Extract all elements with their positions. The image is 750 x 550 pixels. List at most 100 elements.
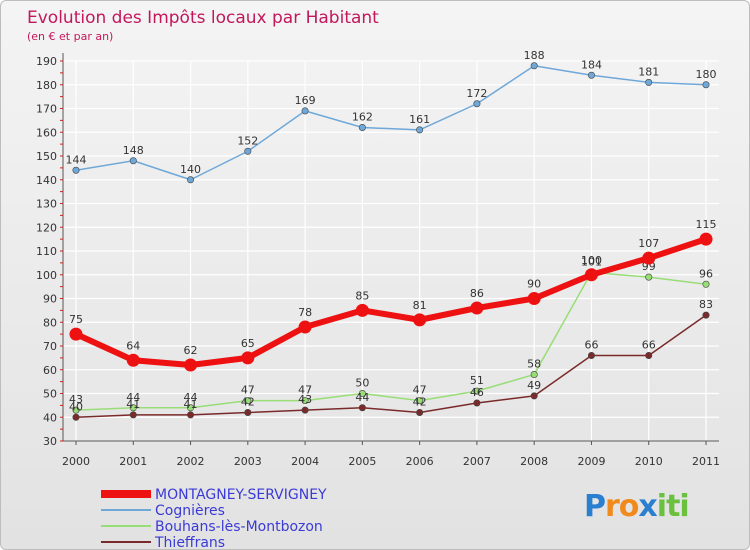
data-label: 43 [298,393,312,406]
data-label: 42 [241,396,255,409]
x-tick-label: 2008 [520,455,548,468]
data-point [72,166,80,174]
data-point [473,387,481,395]
x-tick-label: 2006 [406,455,434,468]
y-tick-label: 110 [36,245,57,258]
series-montagney-servigney: 75 64 62 65 78 85 81 86 90 100 107 115 [69,218,717,372]
logo-letter: r [605,489,620,524]
data-label: 41 [126,398,140,411]
data-point [72,413,80,421]
x-tick-label: 2005 [348,455,376,468]
data-label: 44 [355,391,369,404]
data-point [587,71,595,79]
data-point [72,406,80,414]
logo-letter: P [584,489,606,524]
data-label: 100 [581,254,602,267]
y-tick-label: 170 [36,103,57,116]
y-tick-label: 150 [36,150,57,163]
data-label: 46 [470,386,484,399]
x-tick-label: 2002 [177,455,205,468]
data-label: 90 [527,278,541,291]
data-point [645,78,653,86]
series-line [75,65,707,181]
data-point [702,311,710,319]
data-point [413,313,427,327]
y-tick-label: 70 [43,340,57,353]
data-label: 50 [355,377,369,390]
data-point [244,147,252,155]
y-tick-label: 120 [36,221,57,234]
data-label: 181 [638,65,659,78]
data-point [530,392,538,400]
data-label: 162 [352,111,373,124]
data-point [241,351,255,365]
logo-letter: i [679,489,689,524]
x-tick-label: 2011 [692,455,720,468]
data-point [473,399,481,407]
data-point [244,408,252,416]
data-point [702,81,710,89]
data-label: 144 [66,153,87,166]
data-point [584,268,598,282]
data-label: 169 [295,94,316,107]
data-label: 148 [123,144,144,157]
data-label: 42 [413,396,427,409]
series-thieffrans: 40 41 41 42 43 44 42 46 49 66 66 83 [69,298,713,421]
legend-label: Bouhans-lès-Montbozon [155,519,323,535]
series-line [73,236,709,368]
data-point [301,397,309,405]
logo-letter: o [618,489,640,524]
data-label: 152 [237,134,258,147]
data-point [244,397,252,405]
data-point [587,351,595,359]
logo-letter: i [656,489,667,524]
y-tick-label: 100 [36,269,57,282]
data-label: 43 [69,393,83,406]
data-point [69,327,83,341]
y-tick-label: 180 [36,79,57,92]
data-label: 140 [180,163,201,176]
logo-letter: t [666,489,680,524]
gridlines [63,60,719,442]
data-label: 107 [638,237,659,250]
data-label: 96 [699,267,713,280]
data-point [126,353,140,367]
data-label: 47 [413,384,427,397]
data-point [416,126,424,134]
data-point [301,107,309,115]
x-tick-label: 2010 [635,455,663,468]
x-tick-label: 2009 [577,455,605,468]
logo-letter: x [638,489,657,524]
y-tick-label: 60 [43,364,57,377]
data-label: 47 [298,384,312,397]
data-point [301,406,309,414]
data-point [129,404,137,412]
data-point [642,251,656,265]
chart-subtitle: (en € et par an) [27,30,113,43]
data-label: 75 [69,313,83,326]
data-label: 51 [470,374,484,387]
y-tick-label: 160 [36,126,57,139]
chart-title: Evolution des Impôts locaux par Habitant [27,8,379,28]
x-tick-label: 2003 [234,455,262,468]
data-label: 78 [298,306,312,319]
legend: MONTAGNEY-SERVIGNEYCognièresBouhans-lès-… [101,487,327,550]
x-tick-label: 2001 [119,455,147,468]
series-cogni-res: 144 148 140 152 169 162 161 172 188 184 181 180 [66,49,717,184]
legend-label: Thieffrans [154,535,225,550]
data-point [702,280,710,288]
data-label: 115 [696,218,717,231]
data-point [298,320,312,334]
series-line [75,314,707,418]
data-point [527,292,541,305]
data-point [358,124,366,132]
data-label: 188 [524,49,545,62]
y-tick-label: 130 [36,198,57,211]
data-point [187,176,195,184]
data-point [187,411,195,419]
data-label: 65 [241,337,255,350]
data-label: 86 [470,287,484,300]
